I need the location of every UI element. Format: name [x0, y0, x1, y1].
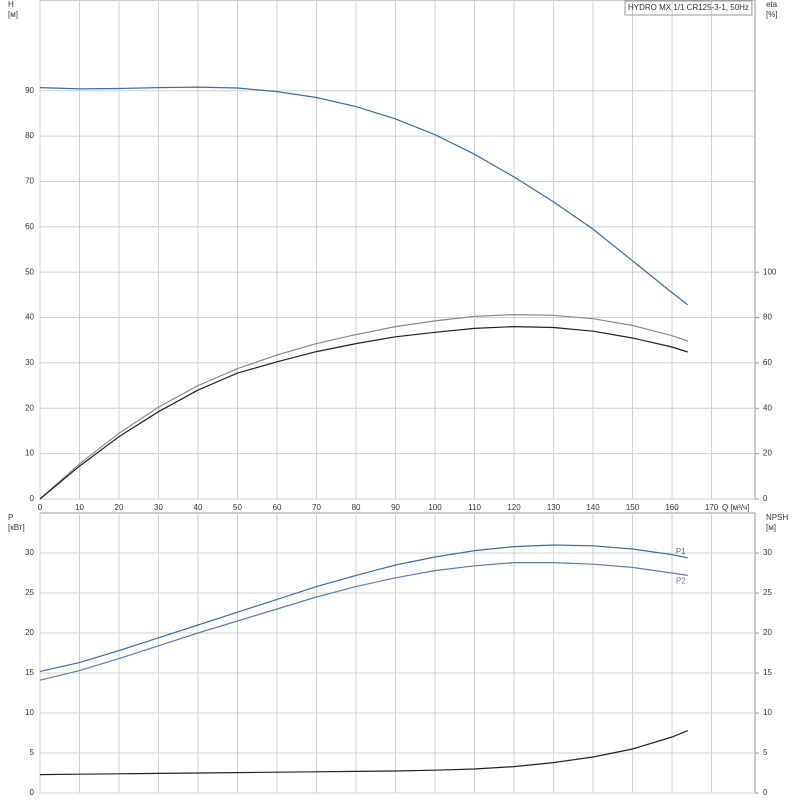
- y2-tick-label: 60: [763, 358, 772, 367]
- y2-tick-label: 5: [763, 748, 768, 757]
- x-tick-label: 80: [352, 503, 361, 512]
- y2-tick-label: 40: [763, 403, 772, 412]
- y2-tick-label: 100: [763, 267, 777, 276]
- x-tick-label: 20: [115, 503, 124, 512]
- y2-tick-label: 10: [763, 708, 772, 717]
- x-tick-label: 0: [38, 503, 43, 512]
- curve: [39, 86, 689, 306]
- y-tick-label: 70: [25, 177, 34, 186]
- x-tick-label: 10: [75, 503, 84, 512]
- x-tick-label: 30: [154, 503, 163, 512]
- y2-tick-label: 0: [763, 788, 768, 797]
- y2-axis-unit: [%]: [766, 10, 778, 19]
- x-tick-label: 160: [665, 503, 679, 512]
- y2-tick-label: 20: [763, 449, 772, 458]
- curve: [39, 544, 688, 672]
- y-tick-label: 40: [25, 313, 34, 322]
- y-tick-label: 0: [30, 788, 35, 797]
- curve: [39, 325, 688, 500]
- y-axis-label: P: [8, 513, 13, 522]
- x-tick-label: 90: [391, 503, 400, 512]
- y-tick-label: 0: [30, 494, 35, 503]
- y2-axis-unit: [м]: [766, 523, 776, 532]
- y-tick-label: 80: [25, 131, 34, 140]
- plot-frame: [39, 512, 756, 794]
- curve: [39, 562, 688, 681]
- y-tick-label: 25: [25, 588, 34, 597]
- plot-frame: [39, 0, 756, 500]
- title-box: [624, 0, 753, 16]
- y-axis-unit: [м]: [8, 10, 18, 19]
- y-axis-label: H: [8, 0, 14, 9]
- curve: [39, 730, 689, 776]
- x-tick-label: 110: [468, 503, 481, 512]
- y2-axis-label: NPSH: [766, 513, 788, 522]
- y2-tick-label: 30: [763, 548, 772, 557]
- y2-tick-label: 15: [763, 668, 772, 677]
- y-tick-label: 60: [25, 222, 34, 231]
- chart-title: HYDRO MX 1/1 CR125-3-1, 50Hz: [628, 3, 749, 12]
- y-tick-label: 50: [25, 267, 34, 276]
- x-tick-label: 150: [626, 503, 640, 512]
- y-tick-label: 5: [30, 748, 35, 757]
- x-axis-label: Q [м³/ч]: [722, 503, 749, 512]
- y-axis-unit: [кВт]: [8, 523, 25, 532]
- y2-tick-label: 25: [763, 588, 772, 597]
- y2-axis-label: eta: [766, 0, 778, 9]
- y2-tick-label: 20: [763, 628, 772, 637]
- x-tick-label: 120: [507, 503, 521, 512]
- y-tick-label: 20: [25, 628, 34, 637]
- x-tick-label: 130: [547, 503, 561, 512]
- y-tick-label: 10: [25, 708, 34, 717]
- x-tick-label: 100: [428, 503, 442, 512]
- x-tick-label: 60: [273, 503, 282, 512]
- y2-tick-label: 0: [763, 494, 768, 503]
- y-tick-label: 30: [25, 358, 34, 367]
- x-tick-label: 140: [586, 503, 600, 512]
- curve: [39, 313, 688, 500]
- x-tick-label: 70: [312, 503, 321, 512]
- x-tick-label: 170: [705, 503, 719, 512]
- y-tick-label: 15: [25, 668, 34, 677]
- y-tick-label: 90: [25, 86, 34, 95]
- x-tick-label: 50: [233, 503, 242, 512]
- y-tick-label: 30: [25, 548, 34, 557]
- curve-label: P2: [676, 577, 686, 586]
- y-tick-label: 20: [25, 403, 34, 412]
- y-tick-label: 10: [25, 449, 34, 458]
- x-tick-label: 40: [194, 503, 203, 512]
- curve-label: P1: [676, 547, 686, 556]
- y2-tick-label: 80: [763, 313, 772, 322]
